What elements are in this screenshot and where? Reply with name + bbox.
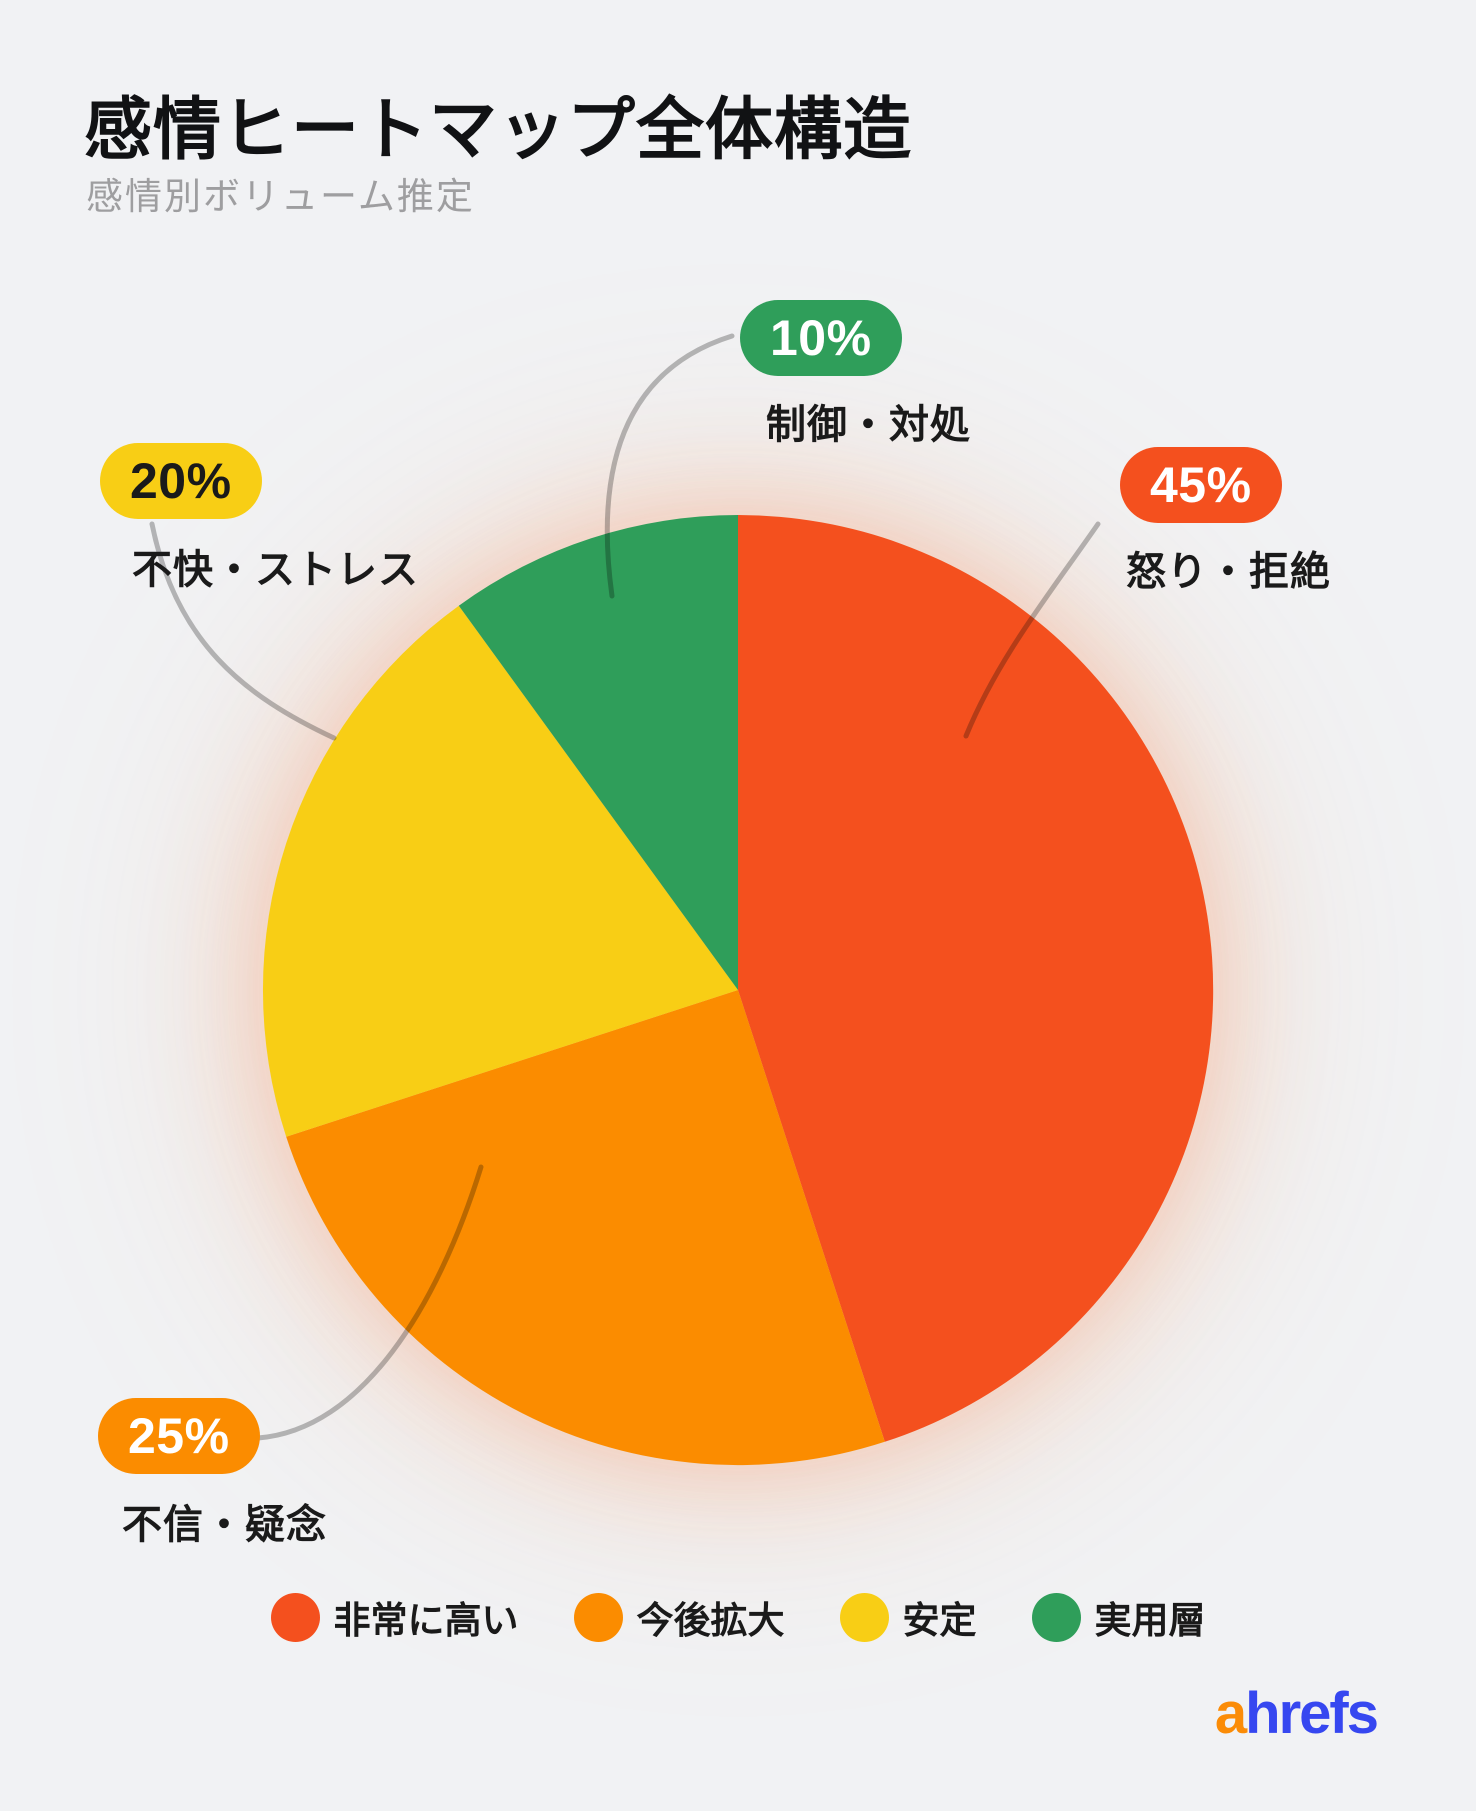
callout-anger: 45% 怒り・拒絶 <box>1120 447 1330 594</box>
ahrefs-logo-a: a <box>1214 1681 1247 1746</box>
ahrefs-logo-hrefs: hrefs <box>1245 1681 1379 1746</box>
callout-control: 10% 制御・対処 <box>740 300 970 447</box>
slice-label-distrust: 不信・疑念 <box>122 1503 327 1547</box>
percent-badge-10: 10% <box>740 300 902 376</box>
legend-dot-orange <box>573 1592 623 1642</box>
legend-item-practical: 実用層 <box>1031 1590 1206 1644</box>
slice-label-anger: 怒り・拒絶 <box>1126 550 1331 594</box>
percent-badge-20: 20% <box>100 443 262 519</box>
legend-dot-green <box>1031 1592 1081 1642</box>
pie-slice-20pct <box>262 605 738 1137</box>
legend-label-stable: 安定 <box>902 1600 977 1641</box>
legend: 非常に高い 今後拡大 安定 実用層 <box>0 1590 1476 1644</box>
page-title: 感情ヒートマップ全体構造 <box>84 92 913 168</box>
percent-badge-45: 45% <box>1120 447 1282 523</box>
callout-stress: 20% 不快・ストレス <box>100 443 418 592</box>
legend-item-stable: 安定 <box>839 1590 977 1644</box>
ahrefs-logo: ahrefs <box>1214 1680 1379 1747</box>
slice-label-control: 制御・対処 <box>766 403 971 447</box>
pie-slice-45pct <box>738 515 1214 1442</box>
leader-line-10pct <box>604 333 735 599</box>
leader-line-45pct <box>963 521 1101 739</box>
pie-slice-25pct <box>286 990 885 1466</box>
legend-item-very-high: 非常に高い <box>270 1590 519 1644</box>
page-subtitle: 感情別ボリューム推定 <box>86 176 475 217</box>
legend-label-very-high: 非常に高い <box>333 1600 519 1641</box>
legend-label-practical: 実用層 <box>1094 1600 1206 1641</box>
legend-dot-yellow <box>839 1592 889 1642</box>
leader-line-20pct <box>149 521 337 741</box>
pie-slices <box>262 515 1214 1466</box>
pie-slice-10pct <box>458 515 738 990</box>
slice-label-stress: 不快・ストレス <box>132 548 419 592</box>
leader-line-25pct <box>255 1164 484 1441</box>
legend-label-expanding: 今後拡大 <box>636 1600 785 1641</box>
callout-distrust: 25% 不信・疑念 <box>98 1398 326 1547</box>
legend-item-expanding: 今後拡大 <box>573 1590 785 1644</box>
legend-dot-red <box>270 1592 320 1642</box>
percent-badge-25: 25% <box>98 1398 260 1474</box>
